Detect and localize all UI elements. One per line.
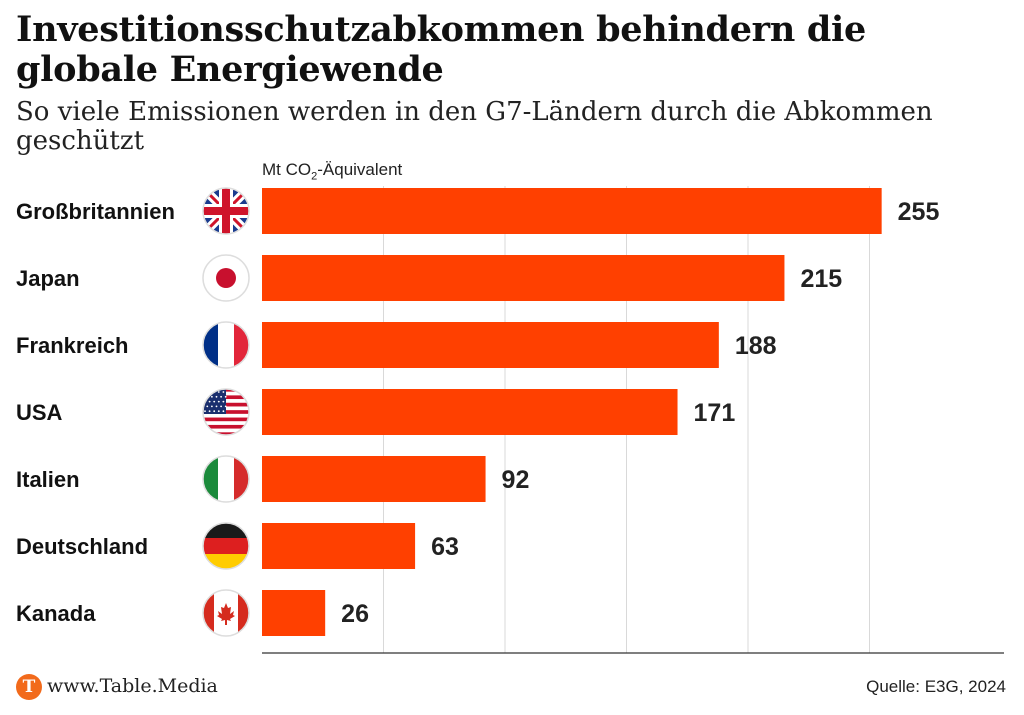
chart-title: Investitionsschutzabkommen behindern die…	[16, 9, 866, 90]
value-label: 63	[431, 533, 459, 561]
value-label: 26	[341, 600, 369, 628]
germany-flag-icon	[202, 522, 250, 570]
value-label: 92	[502, 466, 530, 494]
category-label: Kanada	[16, 601, 96, 626]
category-label: Frankreich	[16, 333, 129, 358]
category-label: Italien	[16, 467, 80, 492]
unit-subscript: 2	[311, 170, 318, 183]
value-label: 171	[694, 399, 736, 427]
bar[interactable]	[262, 255, 785, 301]
chart-subtitle: So viele Emissionen werden in den G7-Län…	[16, 97, 933, 156]
japan-flag-icon	[202, 254, 250, 302]
value-label: 255	[898, 198, 940, 226]
bar[interactable]	[262, 456, 486, 502]
table-media-logo-icon: T	[16, 674, 42, 700]
category-label: Großbritannien	[16, 199, 175, 224]
unit-label: Mt CO2-Äquivalent	[262, 160, 402, 182]
category-label: Japan	[16, 266, 80, 291]
footer-source: Quelle: E3G, 2024	[866, 677, 1006, 696]
bar[interactable]	[262, 523, 416, 569]
bar[interactable]	[262, 389, 678, 435]
footer-site[interactable]: www.Table.Media	[47, 675, 218, 697]
bar[interactable]	[262, 322, 719, 368]
bar-layer	[262, 188, 882, 636]
unit-prefix: Mt CO	[262, 160, 312, 179]
value-label: 188	[735, 332, 777, 360]
unit-suffix: -Äquivalent	[317, 160, 403, 179]
france-flag-icon	[202, 321, 250, 369]
uk-flag-icon	[202, 187, 250, 235]
value-label: 215	[800, 265, 842, 293]
category-label: Deutschland	[16, 534, 148, 559]
bar[interactable]	[262, 188, 882, 234]
category-label: USA	[16, 400, 63, 425]
label-layer: 255 Großbritannien 215 Japan 188 Frankreich 17…	[16, 198, 939, 628]
bar[interactable]	[262, 590, 326, 636]
flag-layer	[202, 187, 250, 637]
italy-flag-icon	[202, 455, 250, 503]
usa-flag-icon	[202, 388, 250, 436]
canada-flag-icon	[202, 589, 250, 637]
